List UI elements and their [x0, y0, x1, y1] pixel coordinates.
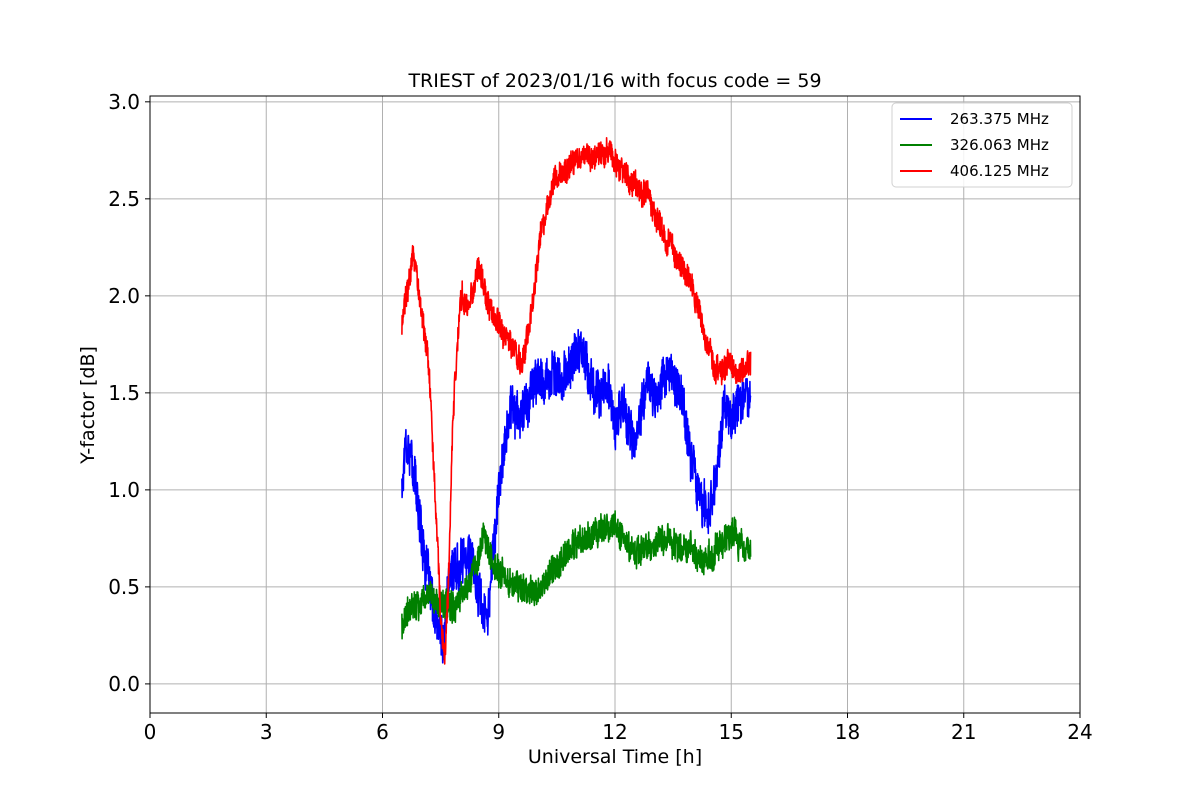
grid-lines	[149, 96, 1081, 713]
series-line-1	[401, 328, 752, 664]
y-axis-ticks: 0.0 0.5 1.0 1.5 2.0 2.5 3.0	[108, 90, 150, 696]
x-tick-label: 21	[951, 720, 976, 744]
x-tick-label: 12	[602, 720, 627, 744]
y-tick-label: 3.0	[108, 90, 140, 114]
legend: 263.375 MHz 326.063 MHz 406.125 MHz	[891, 102, 1073, 188]
legend-label: 263.375 MHz	[950, 110, 1049, 128]
x-tick-label: 24	[1067, 720, 1092, 744]
chart-title: TRIEST of 2023/01/16 with focus code = 5…	[407, 70, 821, 92]
y-tick-label: 0.0	[108, 672, 140, 696]
y-tick-label: 1.5	[108, 381, 140, 405]
x-axis-label: Universal Time [h]	[528, 746, 702, 768]
legend-box	[891, 102, 1073, 188]
series-line-3	[401, 137, 752, 665]
x-tick-label: 18	[835, 720, 860, 744]
series-line-2	[401, 510, 752, 640]
y-axis-label: Y-factor [dB]	[77, 346, 99, 465]
y-tick-label: 2.5	[108, 187, 140, 211]
x-tick-label: 9	[492, 720, 505, 744]
legend-label: 326.063 MHz	[950, 136, 1049, 154]
y-tick-label: 0.5	[108, 575, 140, 599]
x-tick-label: 3	[260, 720, 273, 744]
x-tick-label: 0	[144, 720, 157, 744]
x-tick-label: 6	[376, 720, 389, 744]
y-tick-label: 1.0	[108, 478, 140, 502]
x-axis-ticks: 0 3 6 9 12 15 18 21 24	[144, 713, 1093, 744]
series-lines	[401, 137, 752, 665]
y-tick-label: 2.0	[108, 284, 140, 308]
legend-label: 406.125 MHz	[950, 162, 1049, 180]
x-tick-label: 15	[719, 720, 744, 744]
